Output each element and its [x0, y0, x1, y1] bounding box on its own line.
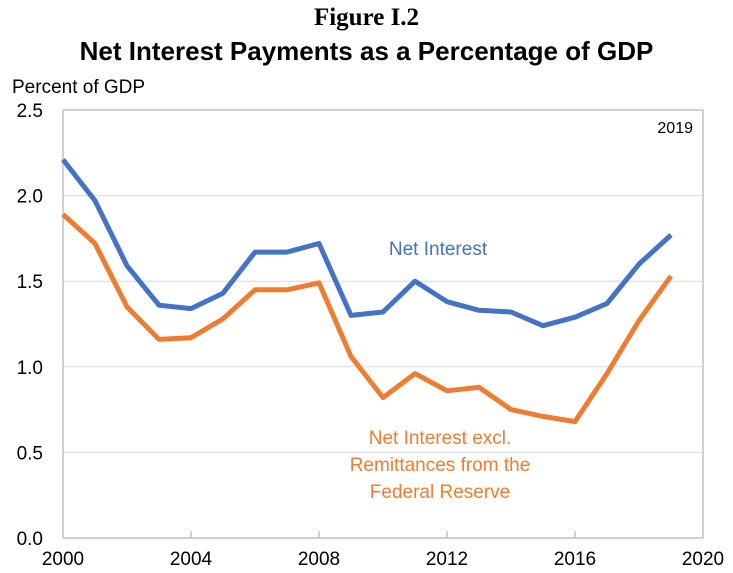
y-tick-label: 2.0 [17, 187, 43, 208]
y-tick-label: 0.0 [17, 529, 43, 550]
y-tick-label: 2.5 [17, 101, 43, 122]
series: Net Interest Net Interest excl. Remittance… [61, 158, 674, 503]
x-tick-label: 2016 [554, 549, 596, 570]
x-tick-label: 2008 [298, 549, 340, 570]
x-tick-label: 2000 [42, 549, 84, 570]
y-tick-label: 1.5 [17, 272, 43, 293]
y-tick-label: 0.5 [17, 443, 43, 464]
series-line-1 [61, 158, 673, 329]
series-label-2: Federal Reserve [370, 482, 510, 503]
chart-title: Net Interest Payments as a Percentage of… [79, 36, 654, 66]
figure-label: Figure I.2 [313, 4, 420, 31]
series-label-1: Net Interest [389, 239, 488, 260]
axes: 0.0 0.5 1.0 1.5 2.0 2.5 2000 2004 2008 2012 2016 20… [17, 101, 725, 570]
series-label-2: Net Interest excl. [369, 428, 512, 449]
series-label-2: Remittances from the [350, 455, 531, 476]
year-annotation: 2019 [657, 120, 693, 137]
y-tick-label: 1.0 [17, 358, 43, 379]
x-tick-label: 2004 [170, 549, 213, 570]
x-tick-label: 2012 [426, 549, 468, 570]
gridlines [63, 195, 703, 453]
y-axis-label: Percent of GDP [12, 77, 145, 98]
series-line-2 [61, 212, 674, 425]
plot-frame [62, 109, 704, 539]
x-tick-label: 2020 [682, 549, 724, 570]
